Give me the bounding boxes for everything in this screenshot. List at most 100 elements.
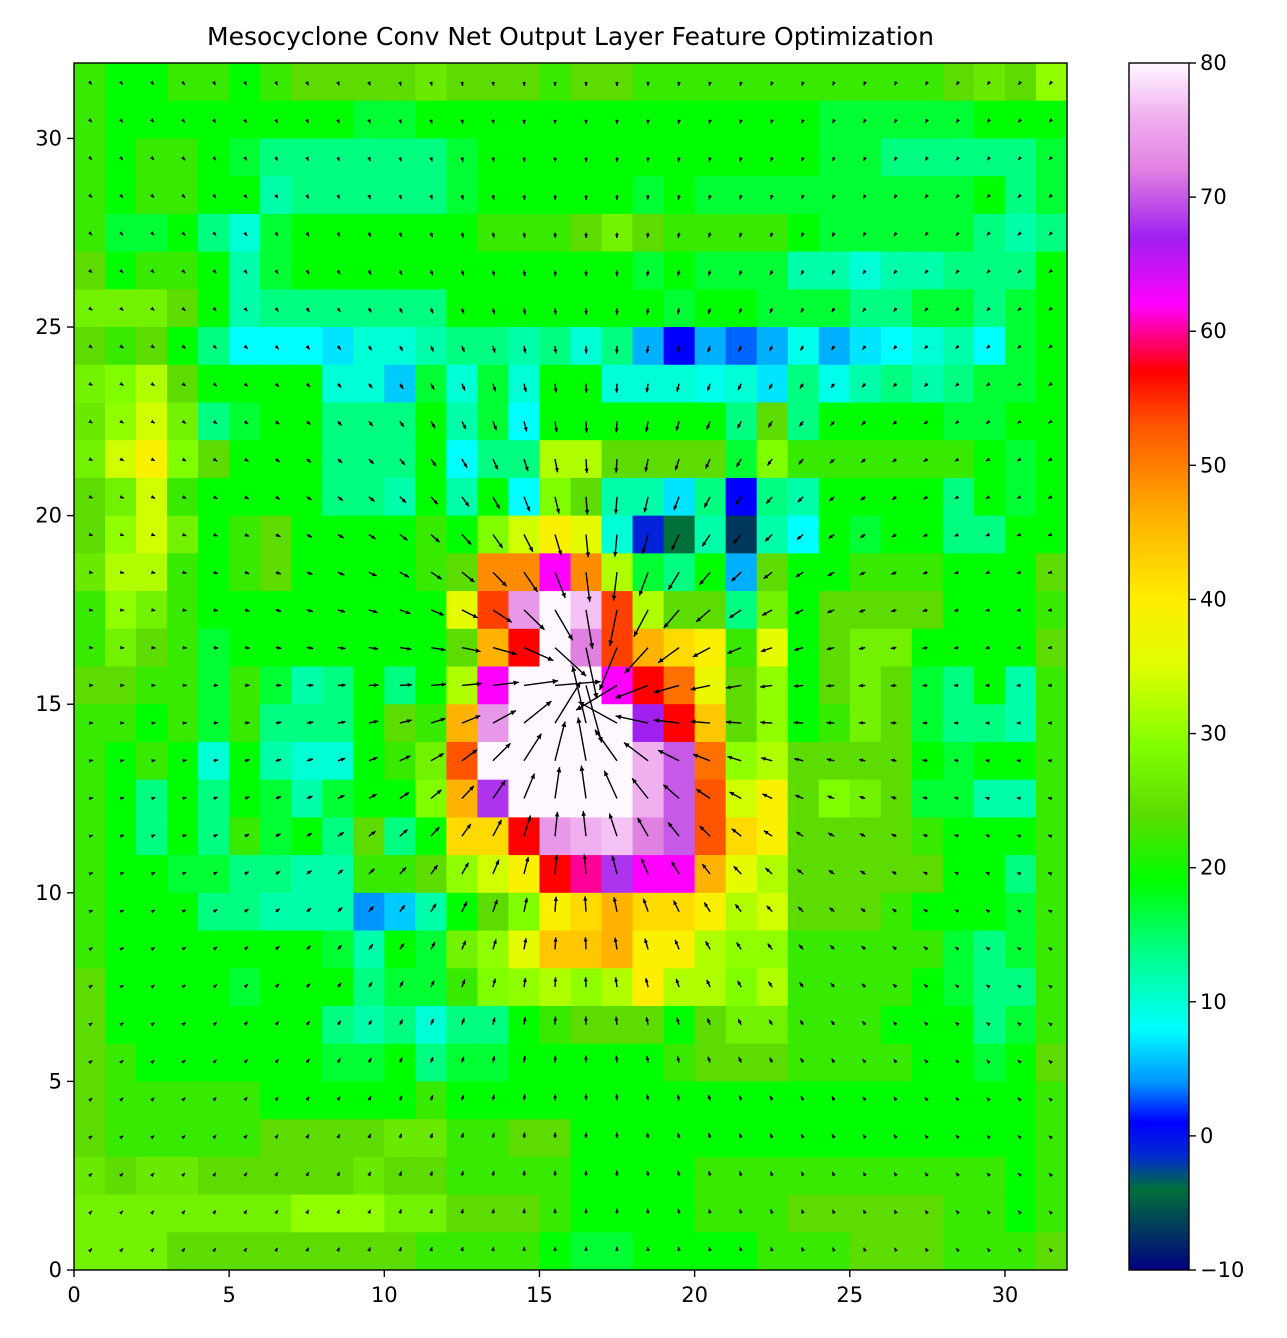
heatmap-cell — [1035, 666, 1067, 705]
vector-arrow — [1048, 419, 1053, 424]
heatmap-cell — [818, 968, 851, 1007]
vector-arrow — [460, 1170, 464, 1176]
vector-arrow — [553, 232, 557, 239]
vector-arrow — [274, 156, 279, 161]
vector-arrow — [460, 1056, 465, 1063]
vector-arrow — [738, 1056, 743, 1063]
heatmap-cell — [1004, 817, 1037, 856]
vector-arrow — [275, 458, 281, 463]
heatmap-cell — [725, 779, 758, 818]
heatmap-cell — [911, 1194, 944, 1233]
vector-arrow — [522, 157, 526, 162]
vector-arrow — [922, 608, 928, 612]
vector-arrow — [954, 946, 960, 951]
heatmap-cell — [756, 1005, 789, 1045]
vector-arrow — [337, 420, 343, 426]
heatmap-cell — [818, 1119, 851, 1158]
heatmap-cell — [756, 666, 789, 705]
vector-arrow — [893, 1172, 898, 1177]
heatmap-cell — [508, 779, 541, 818]
x-axis: 0 5 10 15 20 25 30 — [67, 1270, 1018, 1307]
heatmap-cell — [632, 892, 665, 932]
vector-arrow — [708, 1246, 712, 1252]
vector-arrow — [644, 458, 649, 472]
vector-arrow — [1048, 193, 1053, 199]
vector-arrow — [861, 1020, 867, 1026]
vector-arrow — [88, 532, 94, 537]
colorbar-tick-label: 50 — [1200, 453, 1227, 477]
heatmap-cell — [260, 1119, 292, 1158]
heatmap-cell — [384, 1194, 416, 1233]
x-tick-label: 5 — [222, 1283, 235, 1307]
heatmap-cell — [694, 1232, 727, 1270]
vector-arrow — [305, 1247, 310, 1252]
heatmap-cell — [911, 666, 944, 705]
heatmap-cell — [818, 477, 851, 517]
vector-arrow — [119, 570, 125, 574]
vector-arrow — [765, 496, 773, 504]
vector-arrow — [985, 457, 991, 462]
vector-arrow — [119, 834, 125, 839]
vector-arrow — [305, 1096, 310, 1101]
heatmap-cell — [694, 1156, 727, 1196]
heatmap-cell — [260, 1043, 292, 1083]
vector-arrow — [859, 571, 866, 576]
vector-arrow — [924, 194, 929, 199]
vector-arrow — [399, 828, 408, 837]
vector-arrow — [726, 720, 742, 725]
vector-arrow — [676, 1017, 680, 1026]
heatmap-cell — [1004, 1043, 1037, 1083]
vector-arrow — [429, 1133, 434, 1139]
vector-arrow — [213, 871, 218, 876]
vector-arrow — [726, 646, 742, 655]
heatmap-cell — [291, 1194, 323, 1233]
vector-arrow — [212, 193, 217, 199]
vector-arrow — [830, 982, 835, 988]
heatmap-cell — [818, 1005, 851, 1045]
vector-arrow — [1047, 872, 1053, 876]
heatmap-cell — [694, 591, 727, 630]
heatmap-cell — [942, 968, 975, 1007]
heatmap-cell — [942, 364, 975, 404]
heatmap-cell — [353, 1119, 385, 1158]
heatmap-cell — [508, 930, 541, 969]
x-tick-label: 0 — [67, 1283, 80, 1307]
heatmap-cell — [756, 553, 789, 592]
vector-arrow — [1016, 457, 1022, 462]
vector-arrow — [429, 1171, 433, 1176]
vector-arrow — [860, 907, 866, 913]
heatmap-cell — [973, 477, 1006, 517]
heatmap-cell — [911, 1119, 944, 1158]
heatmap-cell — [849, 1119, 882, 1158]
vector-arrow — [729, 791, 742, 800]
colorbar-tick-label: 30 — [1200, 722, 1227, 746]
vector-arrow — [460, 1208, 464, 1214]
heatmap-cell — [911, 440, 944, 479]
vector-arrow — [677, 1208, 681, 1214]
vector-arrow — [986, 1247, 991, 1253]
vector-arrow — [461, 646, 481, 653]
vector-arrow — [583, 937, 588, 950]
vector-arrow — [553, 308, 558, 315]
vector-arrow — [706, 1018, 711, 1026]
heatmap-cell — [818, 855, 851, 894]
heatmap-cell — [694, 817, 727, 856]
vector-arrow — [337, 944, 343, 950]
vector-arrow — [181, 193, 186, 199]
vector-arrow — [429, 270, 434, 276]
vector-arrow — [826, 646, 835, 651]
heatmap-cell — [601, 968, 634, 1007]
vector-arrow — [398, 1171, 403, 1176]
vector-arrow — [954, 834, 959, 838]
vector-arrow — [553, 1132, 557, 1139]
vector-arrow — [120, 608, 125, 612]
vector-arrow — [337, 496, 344, 502]
vector-arrow — [492, 899, 498, 912]
heatmap-cell — [508, 1005, 541, 1045]
heatmap-cell — [415, 968, 447, 1007]
vector-arrow — [430, 383, 435, 391]
heatmap-cell — [229, 1005, 261, 1045]
vector-arrow — [554, 854, 559, 875]
vector-arrow — [491, 1132, 495, 1139]
vector-arrow — [703, 902, 711, 913]
